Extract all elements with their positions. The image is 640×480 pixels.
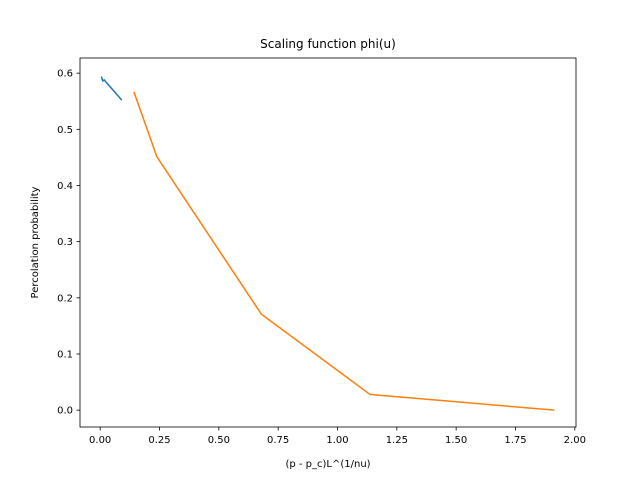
plot-frame — [79, 57, 577, 428]
y-axis-ticks: 0.0 0.1 0.2 0.3 0.4 0.5 0.6 — [57, 69, 80, 417]
x-tick-label: 0.75 — [267, 435, 289, 446]
y-tick-label: 0.0 — [57, 406, 73, 417]
y-tick-label: 0.5 — [57, 125, 73, 136]
y-tick-label: 0.2 — [57, 293, 73, 304]
y-tick-label: 0.4 — [57, 181, 73, 192]
x-tick-label: 1.50 — [445, 435, 467, 446]
x-tick-label: 1.75 — [504, 435, 526, 446]
y-axis-label: Percolation probability — [30, 186, 41, 298]
y-tick-label: 0.3 — [57, 237, 73, 248]
series-layer — [100, 76, 555, 411]
y-tick-label: 0.1 — [57, 349, 73, 360]
x-tick-label: 1.00 — [326, 435, 348, 446]
x-tick-label: 0.25 — [148, 435, 170, 446]
series-line-1 — [100, 76, 123, 101]
chart-title: Scaling function phi(u) — [260, 37, 396, 51]
series-line-2 — [133, 91, 555, 411]
x-tick-label: 0.50 — [208, 435, 230, 446]
x-tick-label: 0.00 — [89, 435, 111, 446]
x-tick-label: 2.00 — [564, 435, 586, 446]
y-tick-label: 0.6 — [57, 69, 73, 80]
x-axis-label: (p - p_c)L^(1/nu) — [285, 459, 370, 470]
x-tick-label: 1.25 — [386, 435, 408, 446]
x-axis-ticks: 0.00 0.25 0.50 0.75 1.00 1.25 1.50 1.75 2.00 — [89, 427, 586, 446]
